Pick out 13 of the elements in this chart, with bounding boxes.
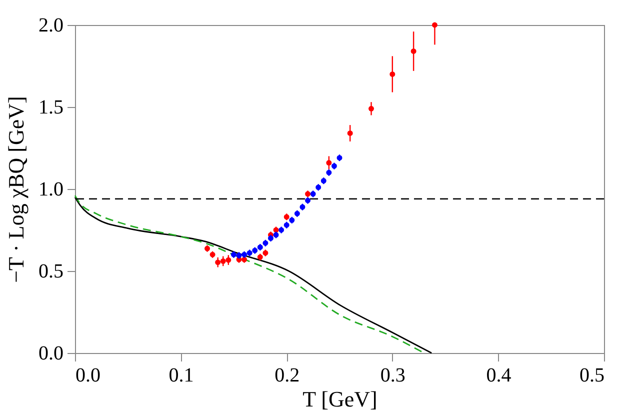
y-tick-label: 0.5 [38, 260, 64, 282]
x-tick-label: 0.3 [380, 364, 406, 386]
y-tick-label: 1.0 [38, 178, 64, 200]
y-tick-label: 0.0 [38, 342, 64, 364]
y-tick-label: 2.0 [38, 14, 64, 36]
x-tick-label: 0.1 [168, 364, 194, 386]
x-tick-label: 0.4 [486, 364, 512, 386]
x-tick-label: 0.2 [274, 364, 300, 386]
x-axis-title: T [GeV] [302, 386, 378, 412]
y-tick-label: 1.5 [38, 96, 64, 118]
x-tick-label: 0.5 [580, 364, 604, 386]
x-tick-label: 0.0 [76, 364, 100, 386]
y-axis-title: −T · Log χBQ [GeV] [4, 96, 28, 283]
